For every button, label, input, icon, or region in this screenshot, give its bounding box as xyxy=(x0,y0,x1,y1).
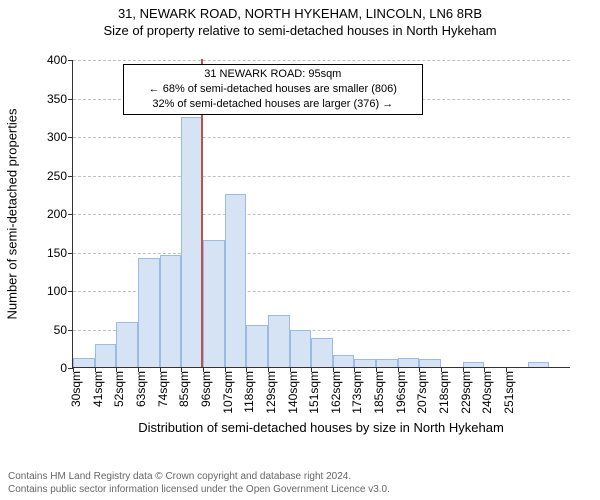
histogram-bar xyxy=(311,338,333,367)
histogram-bar xyxy=(160,255,182,367)
histogram-bar xyxy=(225,194,247,367)
y-tick-label: 100 xyxy=(47,284,73,298)
histogram-bar xyxy=(333,355,355,367)
y-axis-label: Number of semi-detached properties xyxy=(5,109,20,320)
histogram-bar xyxy=(73,358,95,367)
subtitle-line: Size of property relative to semi-detach… xyxy=(0,23,600,38)
plot-area: 05010015020025030035040030sqm41sqm52sqm6… xyxy=(72,60,570,368)
x-tick-label: 162sqm xyxy=(329,367,343,414)
histogram-bar xyxy=(181,117,203,367)
x-tick-label: 30sqm xyxy=(69,367,83,407)
histogram-bar xyxy=(138,258,160,367)
y-tick-label: 400 xyxy=(47,53,73,67)
histogram-bar xyxy=(290,330,312,367)
grid-line xyxy=(73,253,570,254)
x-tick-label: 196sqm xyxy=(394,367,408,414)
histogram-bar xyxy=(268,315,290,367)
y-tick-label: 150 xyxy=(47,246,73,260)
y-tick-label: 250 xyxy=(47,169,73,183)
x-tick-label: 185sqm xyxy=(372,367,386,414)
grid-line xyxy=(73,176,570,177)
x-tick-label: 140sqm xyxy=(286,367,300,414)
histogram-bar xyxy=(354,359,376,367)
x-tick-label: 240sqm xyxy=(480,367,494,414)
x-tick-label: 107sqm xyxy=(221,367,235,414)
x-tick-label: 129sqm xyxy=(264,367,278,414)
x-tick-label: 151sqm xyxy=(307,367,321,414)
annotation-box: 31 NEWARK ROAD: 95sqm← 68% of semi-detac… xyxy=(123,64,423,115)
x-tick-label: 251sqm xyxy=(502,367,516,414)
histogram-bar xyxy=(95,344,117,367)
annotation-line: 32% of semi-detached houses are larger (… xyxy=(132,97,414,112)
histogram-bar xyxy=(116,322,138,367)
y-tick-label: 300 xyxy=(47,130,73,144)
histogram-bar xyxy=(203,240,225,367)
y-tick-label: 350 xyxy=(47,92,73,106)
attribution-footer: Contains HM Land Registry data © Crown c… xyxy=(8,471,390,496)
histogram-bar xyxy=(528,362,550,367)
x-tick-label: 207sqm xyxy=(415,367,429,414)
histogram-bar xyxy=(246,325,268,367)
x-tick-label: 173sqm xyxy=(350,367,364,414)
x-tick-label: 85sqm xyxy=(177,367,191,407)
annotation-line: 31 NEWARK ROAD: 95sqm xyxy=(132,67,414,82)
chart-container: 05010015020025030035040030sqm41sqm52sqm6… xyxy=(0,50,600,430)
x-tick-label: 52sqm xyxy=(112,367,126,407)
x-axis-label: Distribution of semi-detached houses by … xyxy=(138,420,504,435)
y-tick-label: 50 xyxy=(54,323,73,337)
grid-line xyxy=(73,60,570,61)
x-tick-label: 63sqm xyxy=(134,367,148,407)
x-tick-label: 41sqm xyxy=(91,367,105,407)
x-tick-label: 96sqm xyxy=(199,367,213,407)
chart-title-block: 31, NEWARK ROAD, NORTH HYKEHAM, LINCOLN,… xyxy=(0,0,600,38)
footer-line-2: Contains public sector information licen… xyxy=(8,484,390,497)
address-line: 31, NEWARK ROAD, NORTH HYKEHAM, LINCOLN,… xyxy=(0,6,600,21)
y-tick-label: 200 xyxy=(47,207,73,221)
annotation-line: ← 68% of semi-detached houses are smalle… xyxy=(132,82,414,97)
x-tick-label: 229sqm xyxy=(459,367,473,414)
footer-line-1: Contains HM Land Registry data © Crown c… xyxy=(8,471,390,484)
x-tick-label: 118sqm xyxy=(242,367,256,413)
histogram-bar xyxy=(398,358,420,367)
histogram-bar xyxy=(419,359,441,367)
histogram-bar xyxy=(376,359,398,367)
x-tick-label: 74sqm xyxy=(156,367,170,407)
grid-line xyxy=(73,137,570,138)
x-tick-label: 218sqm xyxy=(437,367,451,414)
grid-line xyxy=(73,214,570,215)
